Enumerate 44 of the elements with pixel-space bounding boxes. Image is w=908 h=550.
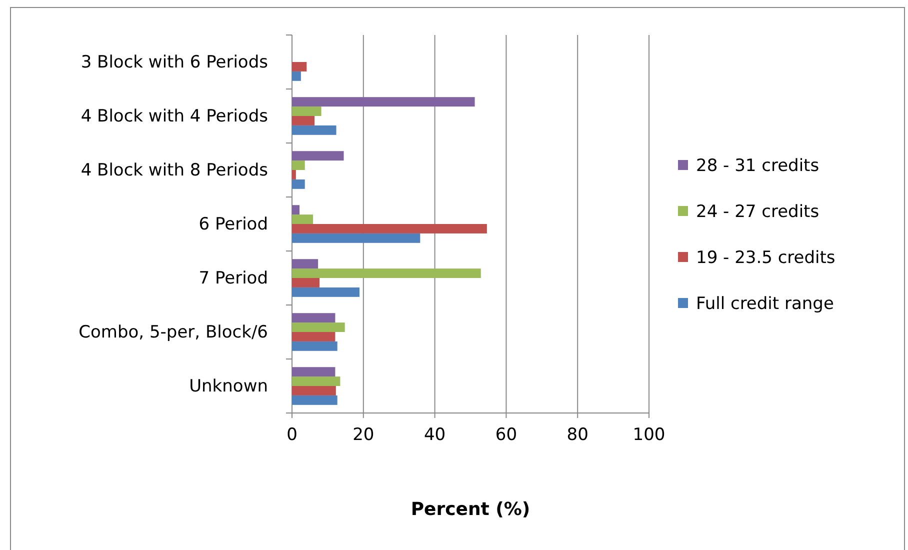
bar <box>292 287 360 297</box>
bar <box>292 341 338 351</box>
bar <box>292 214 314 224</box>
legend-label: 24 - 27 credits <box>696 202 820 222</box>
bar <box>292 386 336 396</box>
x-tick-label: 80 <box>566 425 588 446</box>
bar <box>292 97 475 107</box>
bar <box>292 395 338 405</box>
y-tick-label: 3 Block with 6 Periods <box>80 52 268 72</box>
bar <box>292 151 344 161</box>
y-tick-label: Unknown <box>189 376 268 396</box>
y-tick-label: Combo, 5-per, Block/6 <box>78 322 268 342</box>
bar <box>292 278 320 288</box>
x-tick-label: 60 <box>495 425 518 446</box>
bar <box>292 205 300 215</box>
bar <box>292 179 305 189</box>
x-tick-label: 100 <box>632 425 666 446</box>
bar <box>292 376 340 386</box>
bar <box>292 313 336 323</box>
y-tick-label: 6 Period <box>198 214 268 234</box>
x-tick-label: 0 <box>286 425 298 446</box>
bar <box>292 116 314 126</box>
bar <box>292 125 336 135</box>
bar <box>292 62 307 72</box>
bar <box>292 71 301 81</box>
bar <box>292 259 318 269</box>
bar <box>292 367 336 377</box>
bar <box>292 224 487 234</box>
y-tick-label: 7 Period <box>198 268 268 288</box>
y-tick-label: 4 Block with 8 Periods <box>80 160 268 180</box>
bar <box>292 332 336 342</box>
legend-label: 19 - 23.5 credits <box>696 248 836 268</box>
bar <box>292 322 345 332</box>
bar <box>292 160 305 170</box>
x-tick-label: 20 <box>352 425 374 446</box>
legend-label: 28 - 31 credits <box>696 156 820 176</box>
bar <box>292 268 481 278</box>
bar <box>292 170 296 180</box>
x-tick-label: 40 <box>424 425 446 446</box>
bar <box>292 233 420 243</box>
y-tick-label: 4 Block with 4 Periods <box>80 106 268 126</box>
legend-label: Full credit range <box>696 294 834 314</box>
x-axis-title: Percent (%) <box>410 499 530 520</box>
bar <box>292 106 322 116</box>
